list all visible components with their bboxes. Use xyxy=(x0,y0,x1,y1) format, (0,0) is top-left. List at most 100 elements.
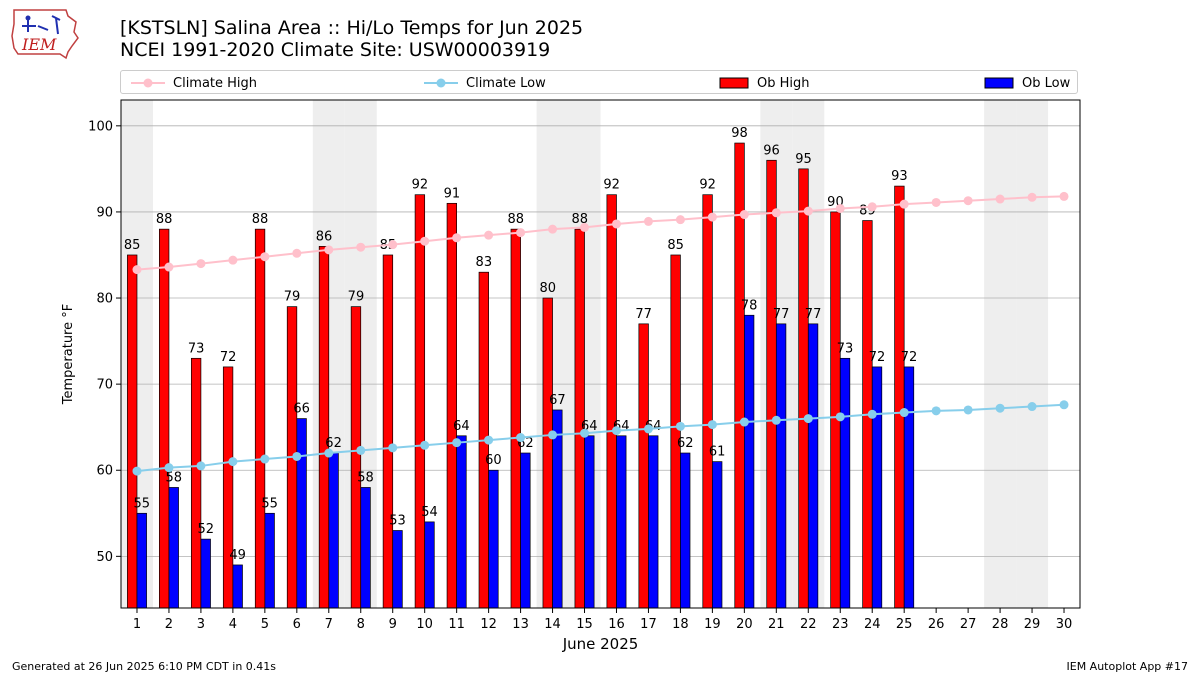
ob-low-label: 66 xyxy=(293,402,310,417)
ob-high-bar xyxy=(127,254,138,609)
y-tick-label: 90 xyxy=(96,205,113,220)
ob-low-bar xyxy=(392,530,403,609)
ob-low-label: 55 xyxy=(134,496,151,511)
x-tick-label: 24 xyxy=(864,617,881,632)
ob-high-label: 85 xyxy=(124,238,141,253)
x-tick-label: 7 xyxy=(325,617,333,632)
ob-low-bar xyxy=(903,366,915,609)
ob-high-label: 73 xyxy=(188,341,205,356)
iem-logo: IEM xyxy=(11,9,79,60)
climate-low-point xyxy=(899,408,909,418)
x-tick-label: 9 xyxy=(389,617,397,632)
ob-high-bar xyxy=(830,211,841,609)
ob-low-bar xyxy=(743,314,755,609)
ob-high-bar xyxy=(510,228,521,609)
app-footer: IEM Autoplot App #17 xyxy=(1066,660,1189,673)
ob-high-bar xyxy=(190,357,202,609)
ob-low-bar xyxy=(424,521,435,609)
climate-high-point xyxy=(356,242,366,252)
y-tick-label: 100 xyxy=(88,119,113,134)
ob-high-bar xyxy=(894,185,905,609)
y-tick-label: 50 xyxy=(96,550,113,565)
climate-low-point xyxy=(324,448,334,458)
climate-low-point xyxy=(963,405,973,415)
ob-high-bar xyxy=(446,202,457,609)
ob-low-bar xyxy=(200,538,211,609)
ob-low-bar xyxy=(360,487,371,609)
ob-low-bar xyxy=(232,564,243,609)
climate-high-point xyxy=(995,194,1005,204)
ob-high-label: 79 xyxy=(348,290,365,305)
x-tick-label: 22 xyxy=(800,617,817,632)
logo-text: IEM xyxy=(21,35,57,54)
ob-high-bar xyxy=(766,159,777,609)
legend-label-ob-low: Ob Low xyxy=(1022,75,1071,91)
x-tick-label: 3 xyxy=(197,617,205,632)
climate-high-point xyxy=(771,208,781,218)
ob-low-bar xyxy=(648,435,659,609)
climate-low-point xyxy=(548,430,558,440)
ob-high-label: 92 xyxy=(412,178,429,193)
climate-high-point xyxy=(675,215,685,225)
ob-high-label: 83 xyxy=(476,255,493,270)
climate-low-point xyxy=(484,435,494,445)
climate-high-point xyxy=(611,219,621,229)
climate-low-point xyxy=(995,403,1005,413)
climate-low-point xyxy=(388,443,398,453)
climate-low-point xyxy=(803,414,813,424)
ob-high-bar xyxy=(350,306,362,609)
ob-low-label: 55 xyxy=(261,496,278,511)
climate-high-point xyxy=(1059,191,1069,201)
x-tick-label: 1 xyxy=(133,617,141,632)
ob-high-bar xyxy=(798,168,809,609)
ob-high-label: 98 xyxy=(731,126,748,141)
ob-low-label: 53 xyxy=(389,514,406,529)
legend-item-climate-high: Climate High xyxy=(131,74,257,92)
ob-high-bar xyxy=(670,254,681,609)
ob-low-bar xyxy=(807,323,819,609)
climate-low-point xyxy=(1027,402,1037,412)
ob-low-label: 62 xyxy=(677,436,694,451)
legend-label-climate-high: Climate High xyxy=(173,75,258,91)
legend-line-pink-icon xyxy=(131,78,165,88)
climate-low-point xyxy=(1059,400,1069,410)
climate-high-point xyxy=(867,202,877,212)
ob-low-bar xyxy=(296,418,307,609)
climate-high-point xyxy=(707,212,717,222)
ob-low-label: 52 xyxy=(197,522,214,537)
climate-low-point xyxy=(867,409,877,419)
climate-low-point xyxy=(835,412,845,422)
climate-low-point xyxy=(739,417,749,427)
climate-low-point xyxy=(452,438,462,448)
legend: Climate High Climate Low Ob High Ob Low xyxy=(120,70,1078,94)
ob-high-label: 88 xyxy=(508,212,525,227)
climate-high-point xyxy=(132,265,142,275)
legend-label-climate-low: Climate Low xyxy=(466,75,546,91)
legend-label-ob-high: Ob High xyxy=(757,75,810,91)
ob-low-bar xyxy=(264,512,275,609)
legend-swatch-blue-icon xyxy=(984,77,1014,89)
climate-high-point xyxy=(164,262,174,272)
ob-low-label: 62 xyxy=(325,436,342,451)
climate-high-point xyxy=(580,222,590,232)
climate-low-point xyxy=(516,433,526,443)
legend-item-ob-high: Ob High xyxy=(719,74,810,92)
ob-low-label: 67 xyxy=(549,393,566,408)
climate-low-point xyxy=(643,424,653,434)
climate-low-point xyxy=(164,463,174,473)
ob-low-bar xyxy=(136,512,147,609)
climate-high-point xyxy=(899,199,909,209)
ob-low-bar xyxy=(871,366,883,609)
x-tick-label: 17 xyxy=(640,617,657,632)
climate-high-point xyxy=(516,228,526,238)
x-tick-label: 4 xyxy=(229,617,237,632)
climate-high-point xyxy=(388,240,398,250)
ob-high-label: 92 xyxy=(699,178,716,193)
climate-high-point xyxy=(228,255,238,265)
plot-frame xyxy=(120,99,1081,609)
ob-high-bar xyxy=(382,254,394,609)
ob-low-label: 49 xyxy=(229,548,246,563)
x-tick-label: 13 xyxy=(512,617,529,632)
ob-low-bar xyxy=(456,435,467,609)
